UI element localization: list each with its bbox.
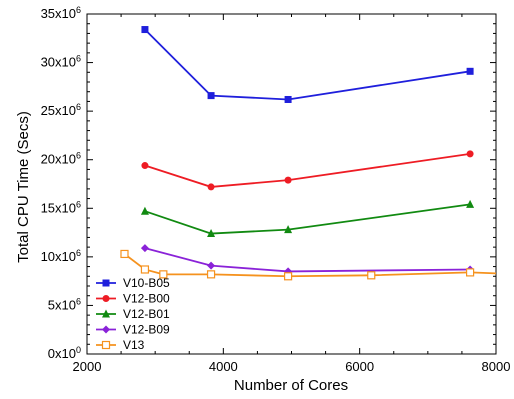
data-point xyxy=(140,265,150,274)
data-point xyxy=(466,150,474,158)
data-point xyxy=(466,67,474,75)
data-point xyxy=(207,261,216,270)
series-layer xyxy=(120,26,497,281)
data-point xyxy=(283,272,293,281)
y-tick-label: 5x106 xyxy=(48,296,81,312)
data-point xyxy=(102,295,110,302)
data-point xyxy=(207,92,215,100)
legend-label: V12-B01 xyxy=(123,307,170,321)
data-point xyxy=(206,270,216,279)
legend-item: V10-B05 xyxy=(96,276,170,290)
data-point xyxy=(466,199,475,208)
data-point xyxy=(207,183,215,191)
legend-item: V13 xyxy=(96,338,145,352)
series-line xyxy=(144,152,471,188)
data-point xyxy=(102,279,110,287)
data-point xyxy=(367,271,376,280)
series-line xyxy=(144,28,471,101)
y-tick-label: 15x106 xyxy=(41,199,81,215)
series-v13 xyxy=(120,249,497,281)
data-point xyxy=(141,26,149,34)
series-v12-b00 xyxy=(141,150,474,191)
x-tick-label: 8000 xyxy=(482,359,511,374)
data-point xyxy=(284,95,292,103)
legend-label: V12-B09 xyxy=(123,323,170,337)
legend-item: V12-B01 xyxy=(96,307,170,321)
data-point xyxy=(101,340,111,350)
y-tick-label: 30x106 xyxy=(41,54,81,70)
data-point xyxy=(102,325,110,334)
y-tick-label: 10x106 xyxy=(41,248,81,264)
data-point xyxy=(284,176,292,184)
data-point xyxy=(140,206,149,215)
legend-item: V12-B00 xyxy=(96,292,170,306)
data-point xyxy=(120,249,129,259)
x-tick-label: 6000 xyxy=(345,359,374,374)
series-v12-b01 xyxy=(140,199,475,238)
y-tick-label: 0x100 xyxy=(48,345,81,361)
y-tick-label: 25x106 xyxy=(41,102,81,118)
legend-item: V12-B09 xyxy=(96,323,170,337)
x-tick-label: 4000 xyxy=(209,359,238,374)
series-line xyxy=(144,247,471,273)
legend-label: V10-B05 xyxy=(123,276,170,290)
series-line xyxy=(144,203,471,235)
y-tick-label: 35x106 xyxy=(41,5,81,21)
x-axis-label: Number of Cores xyxy=(234,377,348,394)
x-tick-label: 2000 xyxy=(73,359,102,374)
y-tick-label: 20x106 xyxy=(41,151,81,167)
data-point xyxy=(141,162,149,170)
data-point xyxy=(207,229,216,238)
data-point xyxy=(159,270,168,279)
series-v12-b09 xyxy=(140,244,475,276)
legend-label: V13 xyxy=(123,338,145,352)
axis-ticks: 0x100 5x106 10x106 15x106 20x106 25x106 30x106… xyxy=(41,5,511,374)
data-point xyxy=(140,244,149,253)
data-point xyxy=(284,225,293,234)
data-point xyxy=(465,268,475,277)
legend-label: V12-B00 xyxy=(123,292,170,306)
y-axis-label: Total CPU Time (Secs) xyxy=(15,111,32,263)
series-v10-b05 xyxy=(141,26,474,103)
data-point xyxy=(102,309,110,318)
